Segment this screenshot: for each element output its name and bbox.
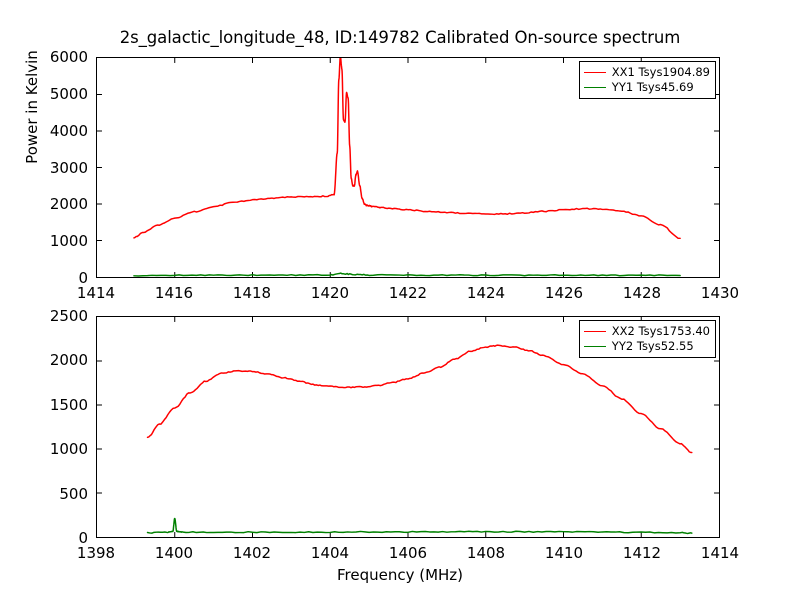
y-tick-label: 1500 (49, 395, 88, 414)
x-tick-label: 1422 (388, 284, 428, 302)
bottom-panel-x-tick-labels: 1398 1400 1402 1404 1406 1408 1410 1412 1414 (0, 544, 800, 564)
legend-label-yy2: YY2 Tsys52.55 (611, 339, 694, 353)
legend-label-xx2: XX2 Tsys1753.40 (611, 324, 710, 338)
x-tick-label: 1426 (544, 284, 584, 302)
x-tick-label: 1402 (232, 544, 272, 562)
y-tick-label: 2000 (49, 351, 88, 370)
x-tick-label: 1414 (76, 284, 116, 302)
bottom-spectrum-panel: XX2 Tsys1753.40 YY2 Tsys52.55 (96, 316, 720, 538)
legend-entry-yy1: YY1 Tsys45.69 (583, 80, 710, 95)
legend-swatch-xx1 (583, 72, 606, 73)
trace-xx1 (133, 58, 681, 240)
y-tick-label: 1000 (49, 440, 88, 459)
x-tick-label: 1400 (154, 544, 194, 562)
top-spectrum-panel: XX1 Tsys1904.89 YY1 Tsys45.69 (96, 57, 720, 278)
x-tick-label: 1424 (466, 284, 506, 302)
legend-swatch-xx2 (583, 331, 606, 332)
x-tick-label: 1404 (310, 544, 350, 562)
x-tick-label: 1408 (466, 544, 506, 562)
y-tick-label: 500 (59, 484, 88, 503)
y-tick-label: 4000 (49, 121, 88, 140)
trace-xx2 (146, 344, 693, 454)
y-tick-label: 1000 (49, 232, 88, 251)
legend-entry-xx2: XX2 Tsys1753.40 (583, 324, 710, 339)
top-panel-x-tick-labels: 1414 1416 1418 1420 1422 1424 1426 1428 1430 (0, 284, 800, 304)
x-tick-label: 1420 (310, 284, 350, 302)
x-tick-label: 1430 (700, 284, 740, 302)
y-tick-label: 2500 (49, 307, 88, 325)
bottom-panel-legend: XX2 Tsys1753.40 YY2 Tsys52.55 (578, 320, 716, 358)
y-tick-label: 3000 (49, 158, 88, 177)
x-tick-label: 1410 (544, 544, 584, 562)
legend-label-xx1: XX1 Tsys1904.89 (611, 65, 710, 79)
trace-yy2 (146, 517, 693, 535)
y-tick-label: 0 (78, 529, 88, 547)
x-tick-label: 1418 (232, 284, 272, 302)
trace-yy1 (133, 272, 681, 277)
x-axis-label: Frequency (MHz) (336, 566, 464, 584)
legend-entry-xx1: XX1 Tsys1904.89 (583, 65, 710, 80)
y-tick-label: 0 (78, 269, 88, 287)
legend-swatch-yy2 (583, 346, 606, 347)
legend-swatch-yy1 (583, 87, 606, 88)
x-tick-label: 1428 (622, 284, 662, 302)
legend-label-yy1: YY1 Tsys45.69 (611, 80, 694, 94)
x-tick-label: 1406 (388, 544, 428, 562)
y-tick-label: 5000 (49, 84, 88, 103)
top-panel-y-axis-label: Power in Kelvin (23, 50, 41, 164)
x-tick-label: 1414 (700, 544, 740, 562)
bottom-panel-plot-area (97, 317, 719, 537)
figure-title: 2s_galactic_longitude_48, ID:149782 Cali… (119, 28, 681, 47)
top-panel-plot-area (97, 58, 719, 277)
top-panel-legend: XX1 Tsys1904.89 YY1 Tsys45.69 (578, 61, 716, 99)
y-tick-label: 6000 (49, 48, 88, 66)
x-tick-label: 1416 (154, 284, 194, 302)
y-tick-label: 2000 (49, 195, 88, 214)
x-tick-label: 1412 (622, 544, 662, 562)
legend-entry-yy2: YY2 Tsys52.55 (583, 339, 710, 354)
x-tick-label: 1398 (76, 544, 116, 562)
